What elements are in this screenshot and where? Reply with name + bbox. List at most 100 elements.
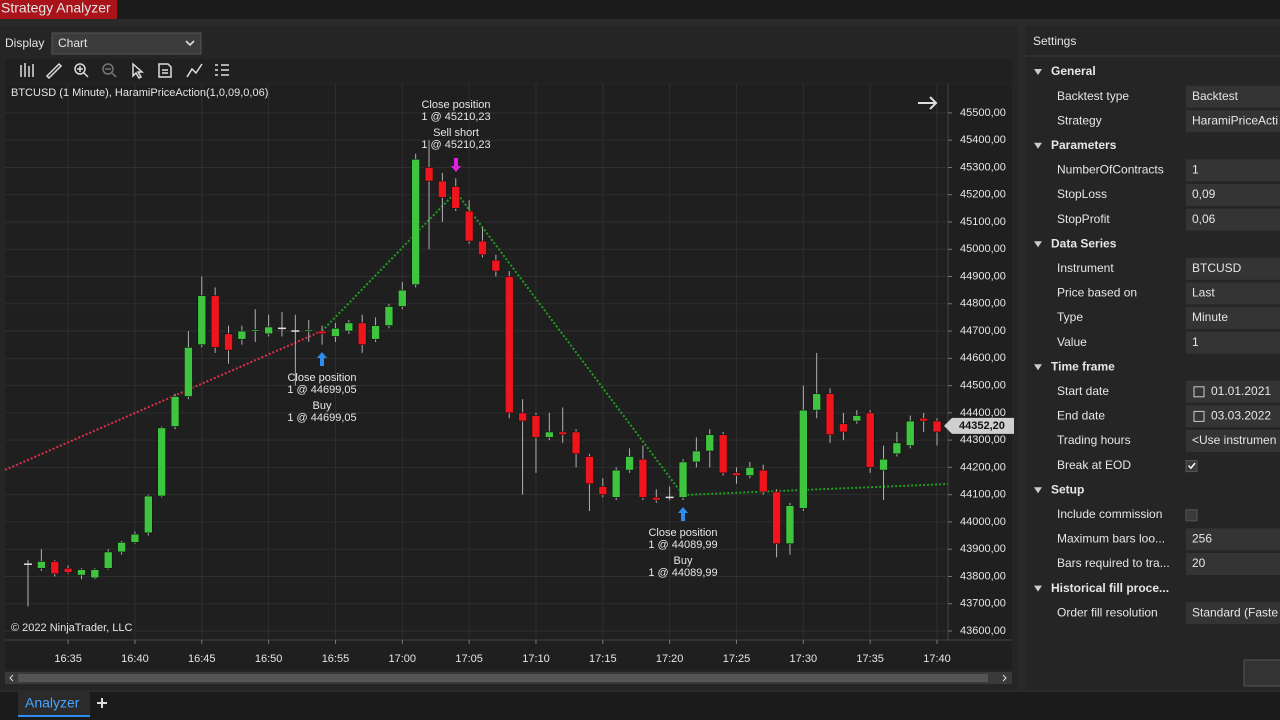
candle-body: [745, 467, 755, 476]
add-tab[interactable]: [97, 698, 107, 708]
x-tick-label: 17:30: [790, 653, 818, 665]
y-tick-label: 44600,00: [960, 352, 1006, 364]
candle-body: [157, 427, 166, 497]
setting-field[interactable]: [1186, 405, 1280, 428]
candle-body: [371, 325, 380, 340]
setting-field[interactable]: [1186, 184, 1280, 206]
setting-field[interactable]: [1186, 602, 1280, 625]
buy-arrow: [317, 352, 327, 366]
toolbar-icons[interactable]: [20, 62, 229, 80]
toolbar: [5, 59, 1012, 83]
trade-annotation: Buy: [313, 400, 332, 412]
section-toggle[interactable]: [1034, 241, 1042, 248]
candle-body: [785, 505, 795, 545]
settings-pane: [1026, 26, 1280, 690]
trade-annotation: 1 @ 44089,99: [648, 539, 717, 551]
section-toggle[interactable]: [1034, 585, 1042, 592]
candle-body: [397, 289, 407, 307]
setting-field[interactable]: [1186, 85, 1280, 108]
candle-body: [63, 567, 73, 573]
setting-field[interactable]: [1186, 528, 1280, 551]
candle-body: [250, 329, 260, 332]
display-dropdown[interactable]: [51, 32, 202, 55]
section-name: Historical fill proce...: [1051, 581, 1169, 595]
setting-field[interactable]: [1186, 553, 1280, 575]
x-tick-label: 17:20: [656, 653, 684, 665]
section-toggle[interactable]: [1034, 364, 1042, 371]
section-toggle[interactable]: [1034, 69, 1042, 75]
candle-body: [424, 167, 434, 182]
setting-field[interactable]: [1186, 159, 1280, 182]
setting-value: Last: [1192, 286, 1215, 300]
candle-body: [117, 542, 126, 553]
setting-field[interactable]: [1186, 208, 1280, 231]
x-tick-label: 16:35: [54, 653, 82, 665]
x-tick-label: 17:35: [856, 653, 884, 665]
candle-body: [865, 412, 875, 468]
setting-label: Start date: [1057, 384, 1109, 398]
candle-body: [438, 180, 447, 198]
candle-body: [705, 434, 715, 452]
section-toggle[interactable]: [1034, 142, 1042, 149]
candle-body: [799, 409, 808, 509]
y-tick-label: 43800,00: [960, 570, 1006, 582]
candle-body: [77, 569, 86, 576]
setting-value: 20: [1192, 556, 1206, 570]
candle-body: [491, 259, 501, 272]
setting-label: Bars required to tra...: [1057, 556, 1170, 570]
x-tick-label: 16:55: [322, 653, 350, 665]
trade-annotation: 1 @ 44089,99: [648, 567, 717, 579]
setting-field[interactable]: [1186, 430, 1280, 452]
y-tick-label: 43600,00: [960, 625, 1006, 637]
setting-field[interactable]: [1186, 257, 1280, 280]
y-tick-label: 45400,00: [960, 134, 1006, 146]
setting-label: Instrument: [1057, 261, 1114, 275]
tab-bar: [0, 692, 1280, 720]
candle-body: [478, 240, 487, 255]
dropdown-caret: [185, 40, 195, 47]
setting-value: 1: [1192, 163, 1199, 177]
setting-field[interactable]: [1186, 282, 1280, 305]
x-tick-label: 16:40: [121, 653, 149, 665]
x-tick-label: 17:25: [723, 653, 751, 665]
candle-body: [344, 322, 354, 332]
setting-field[interactable]: [1186, 110, 1280, 133]
section-toggle[interactable]: [1034, 487, 1042, 494]
candle-body: [411, 158, 420, 285]
candle-body: [304, 329, 314, 332]
y-tick-label: 44500,00: [960, 379, 1006, 391]
setting-value: HaramiPriceActi: [1192, 113, 1278, 127]
scroll-arrows[interactable]: [9, 674, 1007, 682]
y-tick-label: 45000,00: [960, 243, 1006, 255]
candle-body: [224, 333, 233, 351]
scrollbar-thumb[interactable]: [18, 674, 988, 682]
setting-value: 01.01.2021: [1211, 384, 1271, 398]
tab-label: Analyzer: [25, 695, 80, 711]
buy-arrow: [678, 507, 688, 521]
candle-body: [892, 442, 902, 455]
setting-value: Backtest: [1192, 89, 1239, 103]
last-price-marker: [944, 417, 1014, 434]
y-tick-label: 44200,00: [960, 461, 1006, 473]
setting-field[interactable]: [1186, 331, 1280, 354]
navigate-arrow[interactable]: [918, 96, 938, 110]
candle-body: [317, 330, 327, 335]
trade-annotation: Buy: [674, 555, 693, 567]
tab-analyzer[interactable]: [18, 692, 90, 716]
checkbox[interactable]: [1185, 460, 1198, 473]
trade-line-loss: [4, 330, 323, 471]
checkbox[interactable]: [1185, 509, 1198, 522]
candle-body: [718, 434, 728, 474]
settings-button[interactable]: [1243, 659, 1280, 687]
setting-value: 1: [1192, 335, 1199, 349]
setting-field[interactable]: [1186, 380, 1280, 403]
setting-value: 0,06: [1192, 212, 1216, 226]
setting-label: Break at EOD: [1057, 458, 1131, 472]
y-tick-label: 44800,00: [960, 298, 1006, 310]
setting-label: StopProfit: [1057, 212, 1110, 226]
candle-body: [812, 393, 821, 411]
y-tick-label: 44300,00: [960, 434, 1006, 446]
chart-title: BTCUSD (1 Minute), HaramiPriceAction(1,0…: [11, 87, 268, 99]
setting-field[interactable]: [1186, 307, 1280, 329]
setting-label: Maximum bars loo...: [1057, 532, 1165, 546]
